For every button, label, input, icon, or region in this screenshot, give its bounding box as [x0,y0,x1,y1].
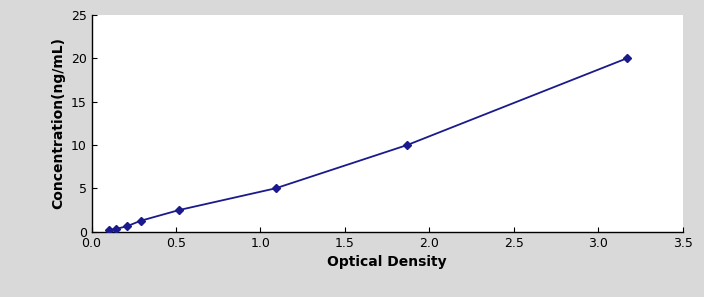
Y-axis label: Concentration(ng/mL): Concentration(ng/mL) [51,37,65,209]
X-axis label: Optical Density: Optical Density [327,255,447,269]
